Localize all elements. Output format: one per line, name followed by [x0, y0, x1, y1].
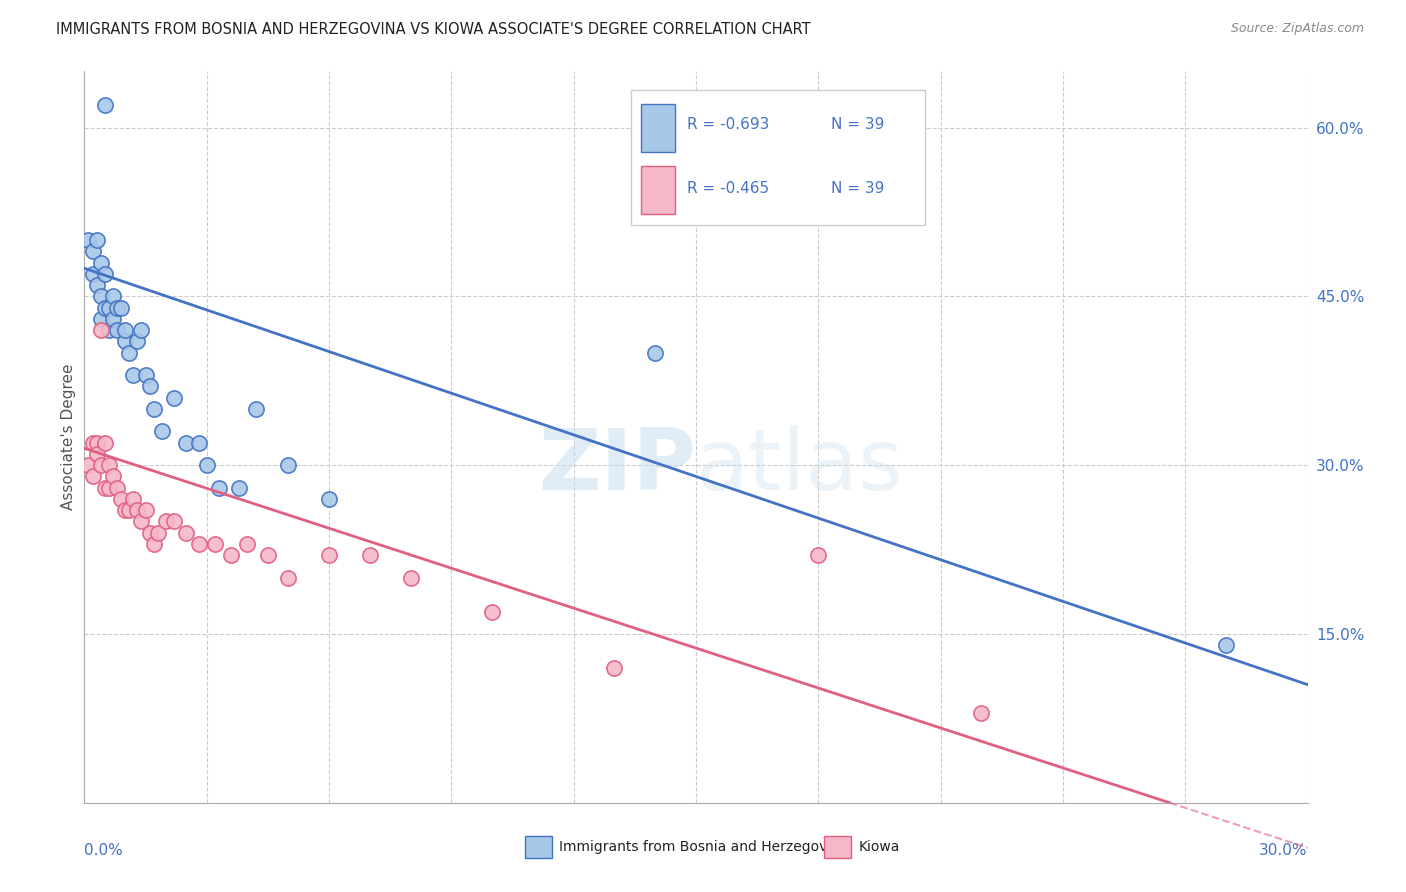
Point: [86, 447, 108, 461]
Point: [236, 537, 259, 551]
Point: [110, 301, 132, 315]
Point: [174, 525, 197, 540]
Text: 30.0%: 30.0%: [1260, 843, 1308, 858]
Point: [93, 98, 115, 112]
Point: [114, 503, 136, 517]
Text: R = -0.465: R = -0.465: [688, 181, 769, 196]
Point: [101, 289, 124, 303]
Point: [277, 458, 299, 473]
Point: [135, 368, 157, 383]
Point: [603, 661, 626, 675]
Text: Immigrants from Bosnia and Herzegovina: Immigrants from Bosnia and Herzegovina: [560, 839, 849, 854]
Point: [359, 548, 381, 562]
Point: [150, 425, 173, 439]
Point: [90, 289, 112, 303]
Point: [481, 605, 503, 619]
Text: IMMIGRANTS FROM BOSNIA AND HERZEGOVINA VS KIOWA ASSOCIATE'S DEGREE CORRELATION C: IMMIGRANTS FROM BOSNIA AND HERZEGOVINA V…: [56, 22, 811, 37]
Point: [90, 323, 112, 337]
Y-axis label: Associate's Degree: Associate's Degree: [60, 364, 76, 510]
Point: [110, 491, 132, 506]
Text: ZIP: ZIP: [538, 425, 696, 508]
Point: [97, 301, 120, 315]
Point: [90, 312, 112, 326]
Point: [155, 515, 177, 529]
Point: [77, 458, 100, 473]
Point: [219, 548, 242, 562]
Point: [135, 503, 157, 517]
Point: [93, 435, 115, 450]
Point: [257, 548, 280, 562]
Point: [118, 503, 141, 517]
Point: [142, 537, 165, 551]
Point: [114, 334, 136, 349]
Text: N = 39: N = 39: [831, 117, 884, 132]
Point: [146, 525, 169, 540]
FancyBboxPatch shape: [641, 167, 675, 214]
Point: [318, 548, 340, 562]
Point: [93, 267, 115, 281]
Point: [86, 278, 108, 293]
Point: [228, 481, 250, 495]
Point: [97, 481, 120, 495]
Text: Kiowa: Kiowa: [859, 839, 900, 854]
Point: [82, 244, 104, 259]
Point: [90, 458, 112, 473]
Text: N = 39: N = 39: [831, 181, 884, 196]
Point: [163, 515, 186, 529]
Text: R = -0.693: R = -0.693: [688, 117, 769, 132]
Point: [138, 379, 160, 393]
Text: 0.0%: 0.0%: [84, 843, 124, 858]
Point: [399, 571, 422, 585]
Point: [131, 323, 153, 337]
Point: [127, 503, 149, 517]
FancyBboxPatch shape: [631, 89, 925, 225]
FancyBboxPatch shape: [524, 836, 551, 858]
Point: [101, 312, 124, 326]
Point: [195, 458, 218, 473]
Point: [97, 323, 120, 337]
Point: [114, 323, 136, 337]
Point: [97, 458, 120, 473]
Text: atlas: atlas: [696, 425, 904, 508]
FancyBboxPatch shape: [641, 104, 675, 152]
Point: [122, 491, 145, 506]
Point: [122, 368, 145, 383]
Point: [86, 435, 108, 450]
Point: [93, 481, 115, 495]
Point: [277, 571, 299, 585]
Point: [1215, 638, 1237, 652]
Point: [101, 469, 124, 483]
Point: [82, 267, 104, 281]
Point: [82, 469, 104, 483]
Point: [90, 255, 112, 269]
Point: [807, 548, 830, 562]
Point: [105, 481, 128, 495]
Point: [174, 435, 197, 450]
Point: [118, 345, 141, 359]
Point: [86, 233, 108, 247]
Point: [204, 537, 226, 551]
Point: [105, 301, 128, 315]
Point: [131, 515, 153, 529]
Point: [82, 435, 104, 450]
Text: Source: ZipAtlas.com: Source: ZipAtlas.com: [1230, 22, 1364, 36]
Point: [93, 301, 115, 315]
Point: [970, 706, 993, 720]
Point: [138, 525, 160, 540]
Point: [127, 334, 149, 349]
Point: [644, 345, 666, 359]
Point: [163, 391, 186, 405]
Point: [318, 491, 340, 506]
Point: [187, 537, 209, 551]
Point: [105, 323, 128, 337]
Point: [187, 435, 209, 450]
Point: [208, 481, 231, 495]
Point: [77, 233, 100, 247]
FancyBboxPatch shape: [824, 836, 851, 858]
Point: [245, 401, 267, 416]
Point: [142, 401, 165, 416]
